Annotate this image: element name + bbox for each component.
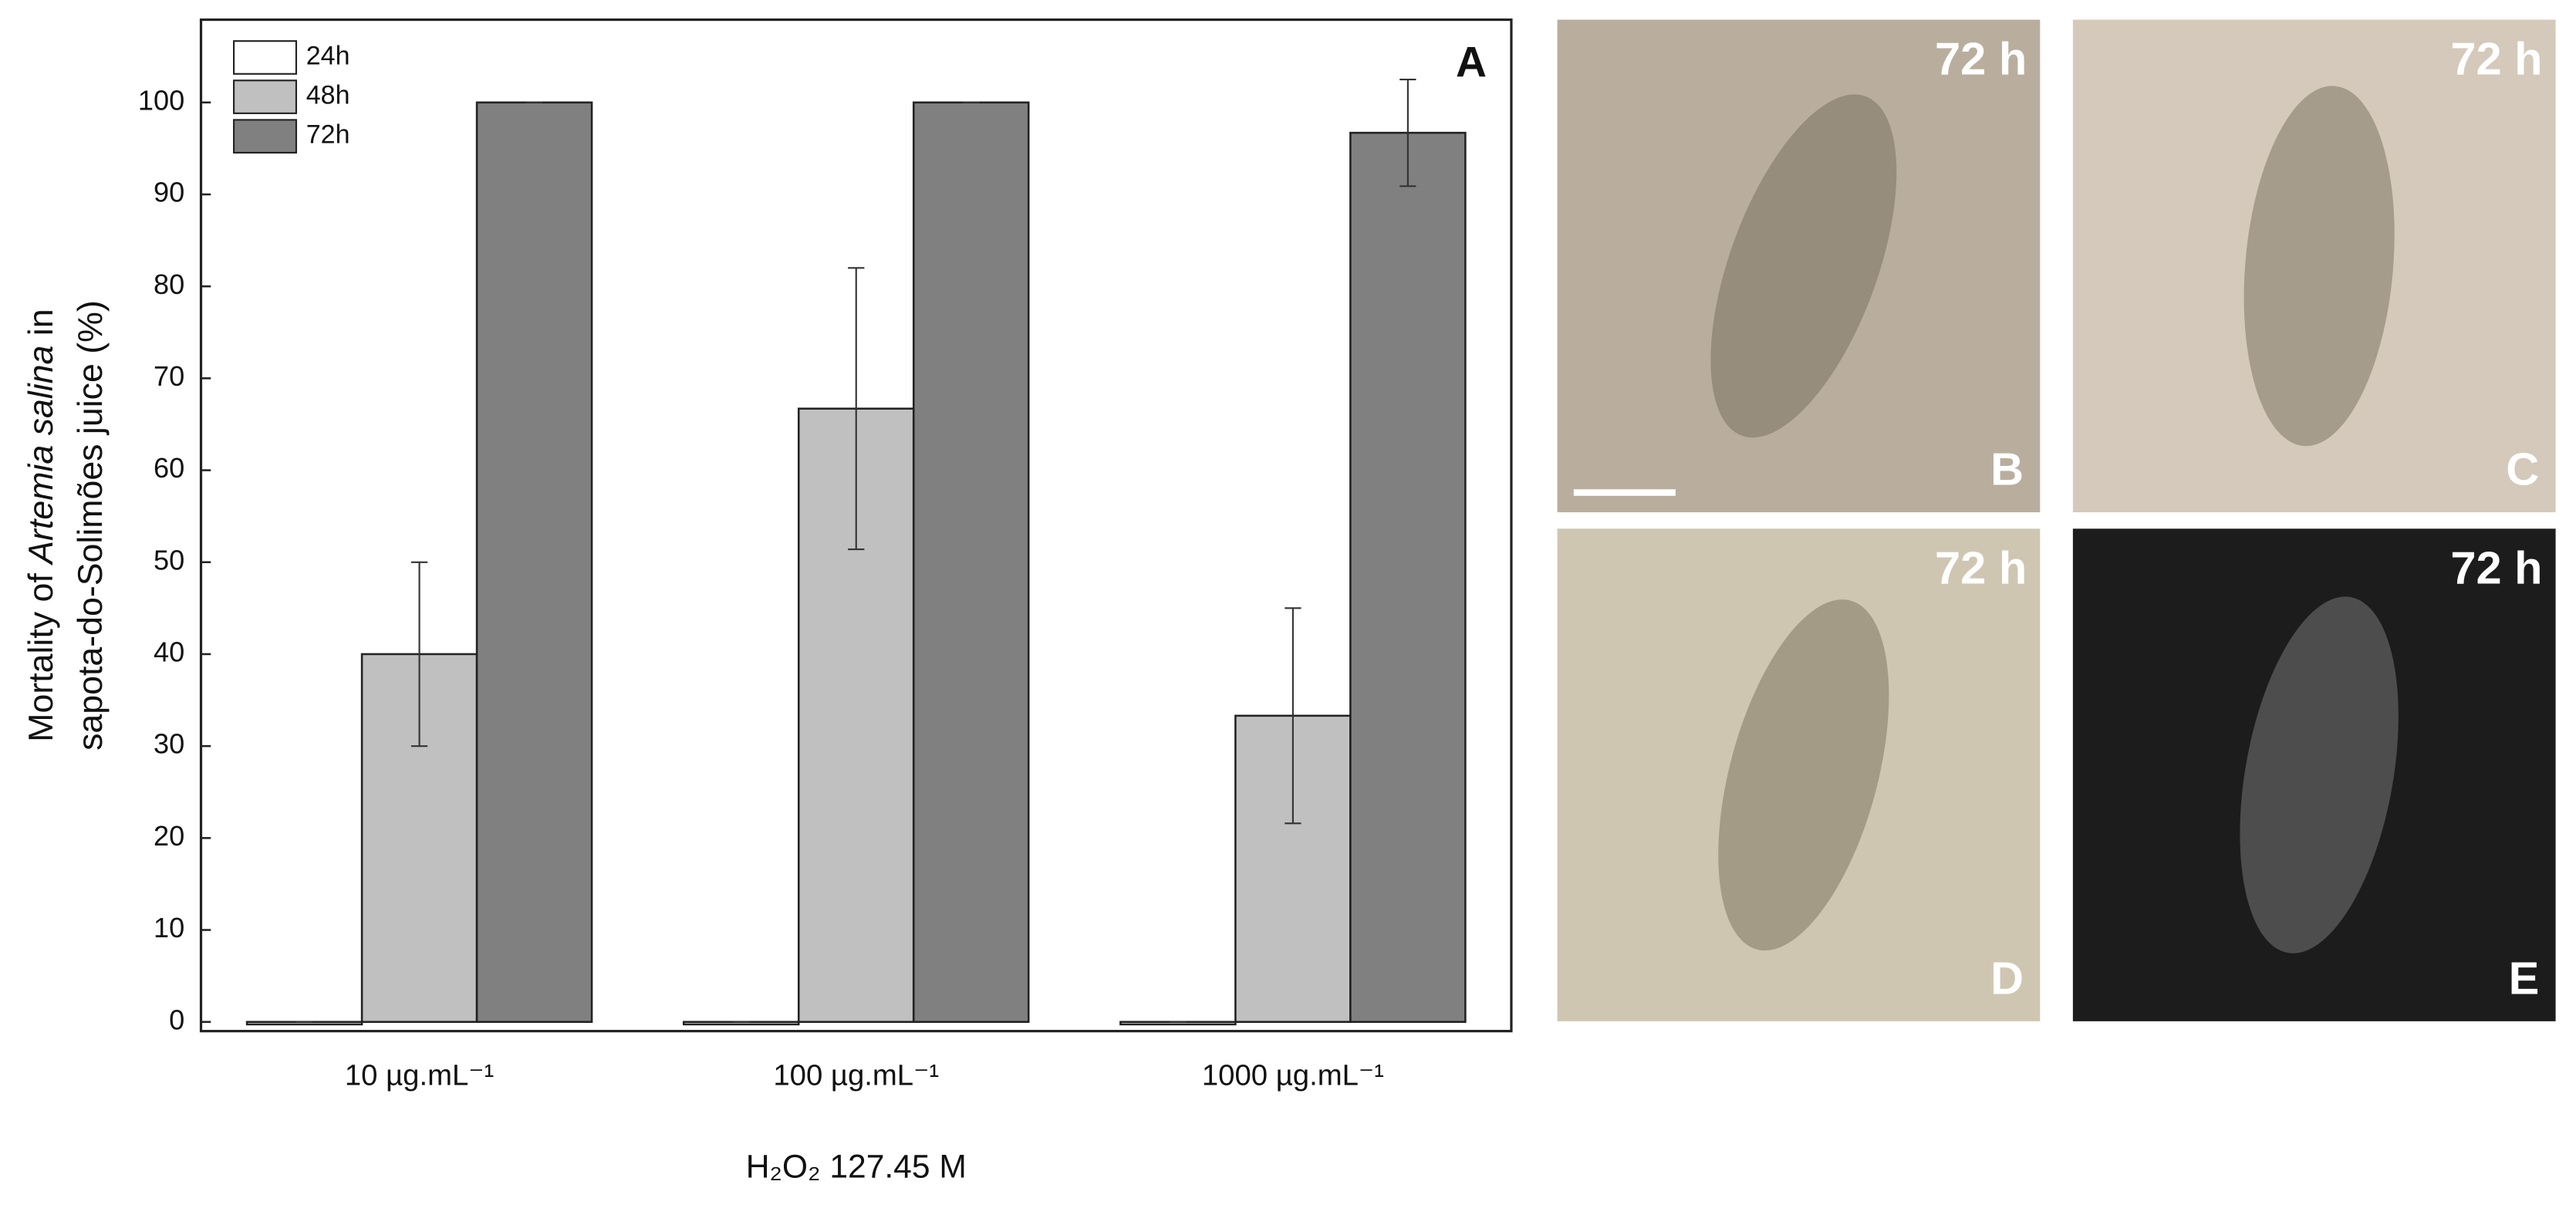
- photo-panel: [1557, 19, 2041, 513]
- panel-label: A: [1456, 39, 1487, 86]
- y-tick-label: 90: [154, 177, 184, 208]
- panel-label: E: [2509, 953, 2540, 1004]
- panel-label: B: [1990, 444, 2024, 495]
- y-tick-label: 20: [154, 820, 184, 852]
- y-tick-label: 40: [154, 636, 184, 668]
- x-tick-label: 1000 µg.mL⁻¹: [1202, 1058, 1384, 1092]
- specimen: [1718, 599, 1889, 951]
- y-axis-label-part: in: [22, 309, 60, 345]
- y-tick-label: 50: [154, 544, 184, 575]
- legend-label: 24h: [306, 41, 350, 70]
- y-axis-label: sapota-do-Solimões juice (%): [72, 300, 110, 751]
- x-axis-label: H₂O₂ 127.45 M: [746, 1149, 967, 1186]
- y-axis-label-part: Artemia salina: [22, 346, 60, 566]
- panel-time: 72 h: [1935, 542, 2027, 593]
- panel-label: D: [1990, 953, 2024, 1004]
- x-tick-label: 10 µg.mL⁻¹: [345, 1058, 494, 1092]
- error-bar: [1399, 78, 1416, 187]
- panel-label: C: [2506, 444, 2539, 495]
- plot-frame: [199, 18, 1513, 1033]
- y-tick-label: 30: [154, 728, 184, 760]
- legend-swatch: [233, 79, 298, 114]
- x-tick-label: 100 µg.mL⁻¹: [773, 1058, 939, 1092]
- specimen: [2240, 596, 2399, 953]
- error-bar: [410, 561, 428, 748]
- bar: [1349, 131, 1467, 1023]
- panel-time: 72 h: [2450, 33, 2542, 85]
- y-tick-label: 80: [154, 268, 184, 300]
- panel-time: 72 h: [2450, 542, 2542, 593]
- error-bar: [848, 267, 865, 551]
- y-tick-label: 60: [154, 452, 184, 484]
- photo-panel: [2072, 19, 2556, 513]
- specimen: [1710, 94, 1897, 438]
- legend-swatch: [233, 119, 298, 154]
- specimen: [2243, 86, 2395, 447]
- photo-panel: [1557, 528, 2041, 1021]
- legend-label: 48h: [306, 81, 350, 110]
- y-tick-label: 10: [154, 912, 184, 943]
- y-axis-label-part: sapota-do-Solimões juice (%): [72, 300, 110, 751]
- y-axis-label-part: Mortality of: [22, 564, 60, 742]
- legend-swatch: [233, 40, 298, 75]
- y-axis-label: Mortality of Artemia salina in: [22, 309, 60, 741]
- error-bar: [1285, 607, 1302, 825]
- panel-time: 72 h: [1935, 33, 2027, 85]
- photo-panel: [2072, 528, 2556, 1021]
- legend-label: 72h: [306, 120, 350, 150]
- y-tick-label: 0: [169, 1004, 184, 1035]
- bar: [475, 101, 593, 1023]
- bar: [912, 101, 1030, 1023]
- y-tick-label: 100: [138, 84, 184, 116]
- y-tick-label: 70: [154, 360, 184, 392]
